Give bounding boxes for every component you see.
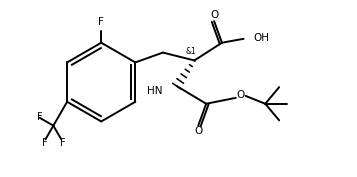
Text: F: F (37, 112, 42, 122)
Text: F: F (42, 138, 47, 148)
Text: O: O (237, 90, 245, 100)
Text: F: F (98, 17, 104, 27)
Text: O: O (194, 126, 202, 136)
Text: F: F (60, 138, 66, 148)
Text: HN: HN (147, 86, 163, 96)
Text: O: O (210, 10, 218, 20)
Text: &1: &1 (185, 47, 196, 56)
Text: OH: OH (253, 33, 270, 43)
